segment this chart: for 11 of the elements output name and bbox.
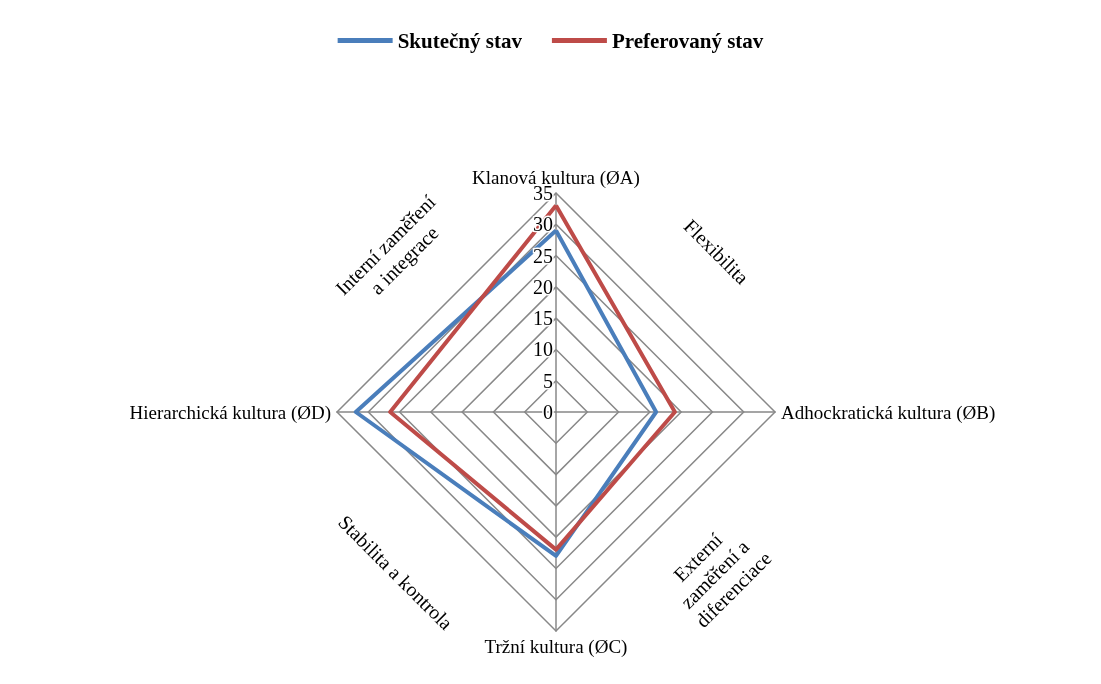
- spoke-label: Tržní kultura (ØC): [484, 636, 628, 658]
- y-tick-label: 5: [543, 369, 553, 392]
- legend-label: Preferovaný stav: [611, 28, 764, 53]
- spoke-label: Adhockratická kultura (ØB): [781, 401, 996, 424]
- legend-label: Skutečný stav: [397, 28, 523, 53]
- y-tick-label: 20: [533, 275, 553, 298]
- y-tick-label: 0: [543, 401, 553, 423]
- y-tick-label: 25: [533, 244, 553, 267]
- y-tick-label: 15: [533, 307, 553, 330]
- y-tick-label: 10: [533, 338, 553, 361]
- spoke-label: Hierarchická kultura (ØD): [129, 401, 331, 424]
